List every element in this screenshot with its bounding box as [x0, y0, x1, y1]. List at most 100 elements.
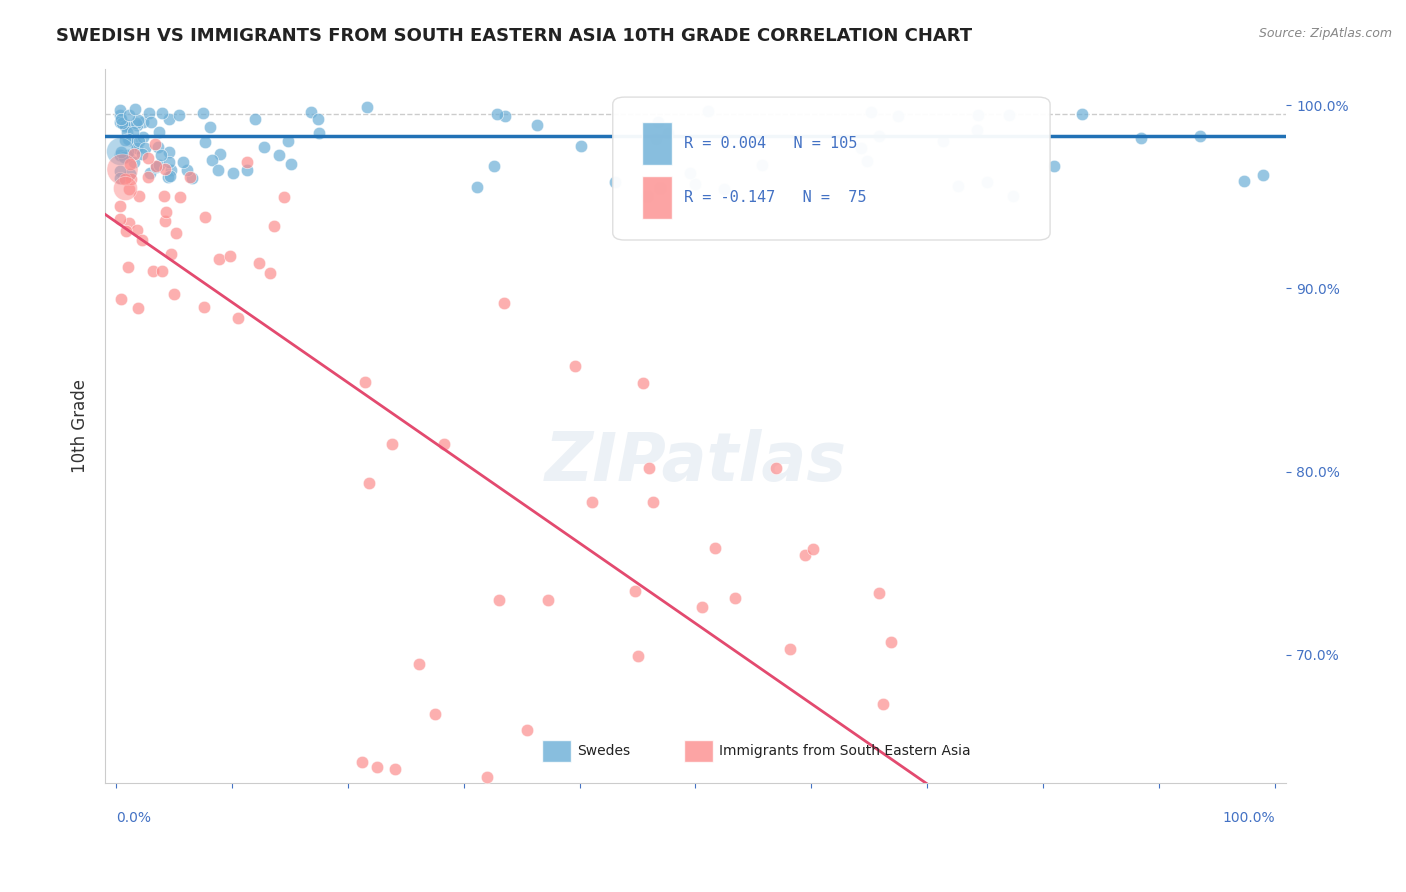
- Point: [683, 794, 706, 808]
- FancyBboxPatch shape: [541, 740, 571, 762]
- Point: [148, 158, 170, 172]
- Point: [879, 634, 901, 648]
- Point: [191, 105, 214, 120]
- Point: [108, 115, 131, 129]
- Point: [115, 125, 138, 139]
- Point: [492, 296, 515, 310]
- Point: [157, 154, 180, 169]
- Point: [465, 180, 488, 194]
- Point: [357, 476, 380, 491]
- Point: [647, 115, 669, 129]
- Point: [108, 212, 131, 227]
- Point: [624, 583, 647, 598]
- Point: [108, 163, 131, 178]
- Point: [627, 649, 650, 664]
- FancyBboxPatch shape: [613, 97, 1050, 240]
- Point: [221, 166, 243, 180]
- Point: [299, 104, 322, 119]
- Point: [157, 169, 180, 184]
- Point: [176, 163, 198, 178]
- Point: [887, 108, 910, 122]
- Point: [122, 125, 145, 139]
- Point: [366, 760, 388, 774]
- Point: [128, 189, 150, 203]
- Point: [118, 182, 141, 196]
- Point: [146, 140, 169, 154]
- Text: R = 0.004   N = 105: R = 0.004 N = 105: [683, 136, 858, 151]
- Point: [384, 762, 406, 776]
- Point: [108, 170, 131, 185]
- Point: [998, 107, 1021, 121]
- Point: [115, 120, 138, 134]
- Point: [794, 549, 817, 563]
- Point: [516, 723, 538, 738]
- Point: [380, 437, 402, 451]
- Point: [356, 100, 378, 114]
- Point: [111, 116, 134, 130]
- Point: [868, 128, 890, 143]
- Point: [150, 148, 173, 162]
- Point: [569, 139, 592, 153]
- Point: [153, 189, 176, 203]
- Point: [143, 136, 166, 151]
- Point: [1043, 159, 1066, 173]
- Point: [643, 495, 665, 509]
- Point: [124, 103, 146, 117]
- Point: [263, 219, 285, 233]
- Point: [966, 107, 988, 121]
- Point: [692, 599, 714, 614]
- Point: [648, 181, 671, 195]
- Point: [724, 591, 747, 606]
- Point: [108, 108, 131, 122]
- Point: [114, 119, 136, 133]
- Point: [194, 210, 217, 224]
- Point: [353, 375, 375, 389]
- Point: [976, 175, 998, 189]
- Text: ZIPatlas: ZIPatlas: [544, 428, 846, 494]
- Point: [872, 697, 894, 711]
- Point: [138, 166, 160, 180]
- Point: [117, 132, 139, 146]
- Point: [118, 133, 141, 147]
- Point: [150, 106, 173, 120]
- Point: [127, 118, 149, 132]
- Point: [153, 213, 176, 227]
- Point: [117, 260, 139, 274]
- Point: [526, 119, 548, 133]
- Point: [169, 190, 191, 204]
- Point: [157, 112, 180, 126]
- Point: [868, 585, 890, 599]
- Point: [637, 460, 659, 475]
- Point: [138, 106, 160, 120]
- Point: [127, 301, 149, 315]
- Point: [277, 134, 299, 148]
- Point: [114, 133, 136, 147]
- Point: [120, 171, 142, 186]
- Point: [259, 266, 281, 280]
- Point: [128, 134, 150, 148]
- Point: [679, 166, 702, 180]
- Point: [482, 159, 505, 173]
- Point: [495, 109, 517, 123]
- Point: [201, 153, 224, 168]
- Point: [235, 163, 257, 178]
- Point: [165, 226, 187, 240]
- FancyBboxPatch shape: [643, 176, 672, 219]
- Text: Swedes: Swedes: [578, 744, 630, 758]
- Point: [108, 144, 131, 158]
- Point: [219, 249, 242, 263]
- Point: [734, 855, 756, 870]
- Point: [280, 157, 302, 171]
- Point: [1002, 189, 1025, 203]
- Point: [115, 118, 138, 132]
- Text: Source: ZipAtlas.com: Source: ZipAtlas.com: [1258, 27, 1392, 40]
- Point: [645, 132, 668, 146]
- Point: [167, 107, 190, 121]
- Point: [657, 127, 679, 141]
- Point: [226, 311, 249, 326]
- Point: [273, 190, 295, 204]
- Point: [155, 205, 177, 219]
- Point: [208, 147, 231, 161]
- Point: [159, 247, 181, 261]
- Text: R = -0.147   N =  75: R = -0.147 N = 75: [683, 190, 866, 204]
